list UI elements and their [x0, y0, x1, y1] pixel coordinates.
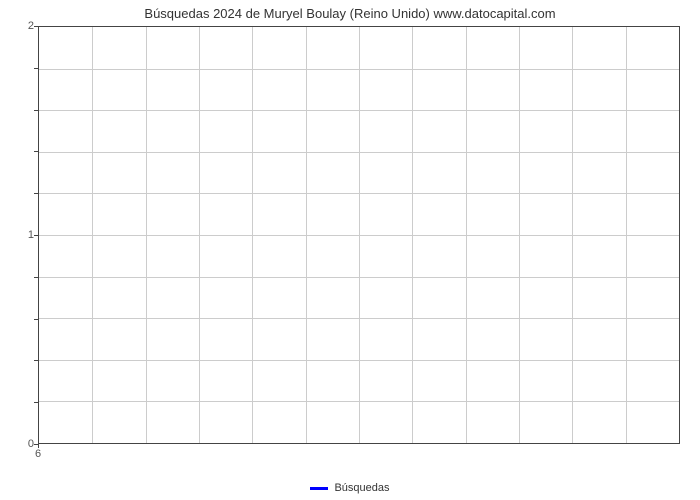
gridline-v	[252, 27, 253, 443]
legend-swatch	[310, 487, 328, 490]
gridline-v	[359, 27, 360, 443]
plot-area	[38, 26, 680, 444]
gridline-v	[306, 27, 307, 443]
gridline-v	[199, 27, 200, 443]
chart-title: Búsquedas 2024 de Muryel Boulay (Reino U…	[0, 6, 700, 21]
gridline-v	[466, 27, 467, 443]
xtick-label-6: 6	[35, 448, 41, 460]
ytick-label-1: 1	[28, 229, 34, 241]
gridline-v	[412, 27, 413, 443]
ytick-label-0: 0	[28, 438, 34, 450]
ytick-minor	[34, 360, 38, 361]
ytick-minor	[34, 193, 38, 194]
ytick-mark	[34, 26, 38, 27]
ytick-minor	[34, 151, 38, 152]
chart-container: Búsquedas 2024 de Muryel Boulay (Reino U…	[0, 0, 700, 500]
ytick-minor	[34, 402, 38, 403]
ytick-minor	[34, 319, 38, 320]
gridline-v	[146, 27, 147, 443]
ytick-mark	[34, 235, 38, 236]
gridline-v	[519, 27, 520, 443]
legend: Búsquedas	[0, 482, 700, 494]
ytick-label-2: 2	[28, 20, 34, 32]
ytick-minor	[34, 277, 38, 278]
gridline-v	[92, 27, 93, 443]
gridline-v	[572, 27, 573, 443]
ytick-minor	[34, 68, 38, 69]
legend-label: Búsquedas	[334, 482, 389, 494]
ytick-minor	[34, 110, 38, 111]
gridline-v	[626, 27, 627, 443]
